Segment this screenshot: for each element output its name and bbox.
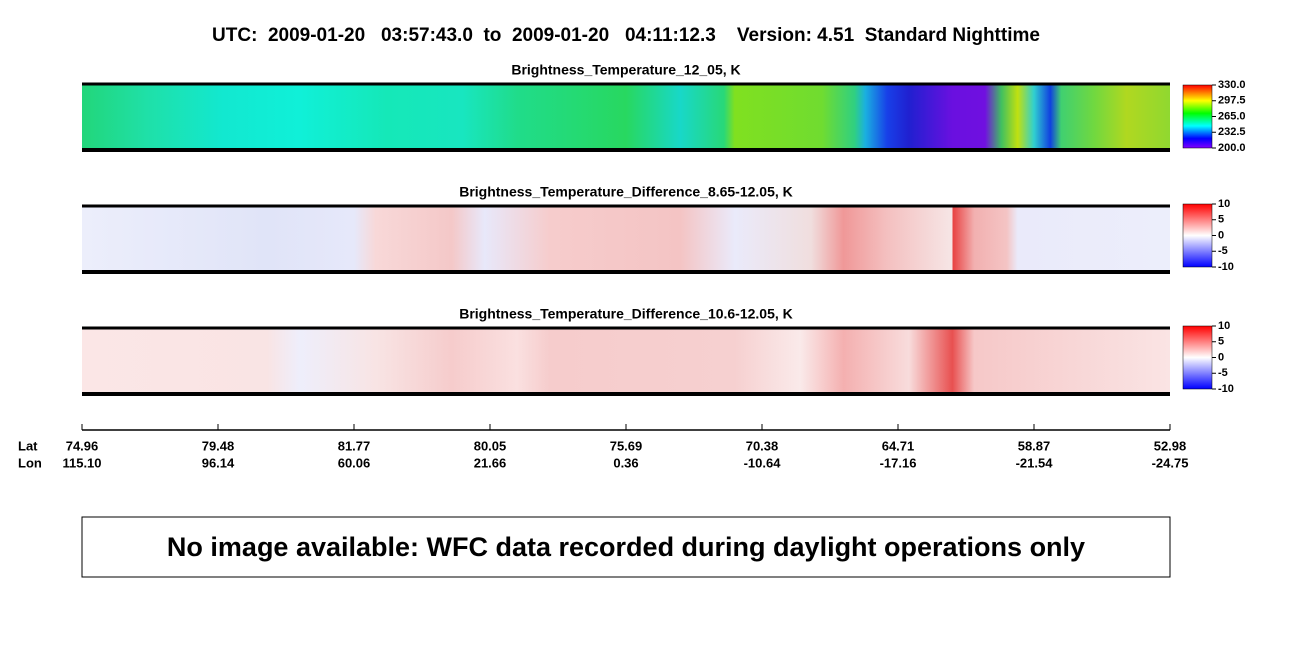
lon-tick-label: 60.06 — [338, 455, 371, 470]
lat-tick-label: 81.77 — [338, 438, 371, 453]
lon-tick-label: -17.16 — [880, 455, 917, 470]
colorbar-tick-label: -10 — [1218, 261, 1234, 273]
lon-tick-label: 115.10 — [62, 455, 101, 470]
image-strip — [82, 84, 1170, 150]
colorbar-tick-label: 5 — [1218, 336, 1224, 348]
page-title: UTC: 2009-01-20 03:57:43.0 to 2009-01-20… — [212, 25, 1040, 46]
colorbar-tick-label: 200.0 — [1218, 142, 1246, 154]
image-strip — [82, 328, 1170, 394]
colorbar-tick-label: 265.0 — [1218, 110, 1246, 122]
notice-box — [81, 516, 1171, 578]
panel-title: Brightness_Temperature_12_05, K — [511, 62, 740, 78]
colorbar-tick-label: 297.5 — [1218, 95, 1246, 107]
lat-tick-label: 75.69 — [610, 438, 643, 453]
lat-tick-label: 74.96 — [66, 438, 99, 453]
lat-tick-label: 79.48 — [202, 438, 235, 453]
colorbar-tick-label: -10 — [1218, 383, 1234, 395]
lon-tick-label: -21.54 — [1016, 455, 1054, 470]
colorbar-tick-label: 0 — [1218, 229, 1224, 241]
lon-label: Lon — [18, 455, 42, 470]
lat-tick-label: 70.38 — [746, 438, 779, 453]
colorbar-tick-label: -5 — [1218, 245, 1228, 257]
colorbar — [1182, 203, 1213, 268]
lat-label: Lat — [18, 438, 38, 453]
panel-title: Brightness_Temperature_Difference_8.65-1… — [459, 184, 793, 200]
colorbar-tick-label: 232.5 — [1218, 126, 1246, 138]
colorbar-tick-label: 5 — [1218, 214, 1224, 226]
lat-tick-label: 52.98 — [1154, 438, 1187, 453]
lon-tick-label: 96.14 — [202, 455, 235, 470]
lon-tick-label: -10.64 — [744, 455, 782, 470]
colorbar-tick-label: -5 — [1218, 367, 1228, 379]
colorbar — [1182, 325, 1213, 390]
colorbar-tick-label: 0 — [1218, 351, 1224, 363]
notice: No image available: WFC data recorded du… — [167, 532, 1085, 562]
colorbar-tick-label: 330.0 — [1218, 79, 1246, 91]
image-strip — [82, 206, 1170, 272]
colorbar — [1182, 84, 1213, 149]
colorbar-tick-label: 10 — [1218, 320, 1230, 332]
lon-tick-label: 21.66 — [474, 455, 507, 470]
lon-tick-label: -24.75 — [1152, 455, 1189, 470]
lat-tick-label: 64.71 — [882, 438, 915, 453]
panel-title: Brightness_Temperature_Difference_10.6-1… — [459, 306, 793, 322]
lon-tick-label: 0.36 — [613, 455, 638, 470]
lat-tick-label: 58.87 — [1018, 438, 1051, 453]
lat-tick-label: 80.05 — [474, 438, 507, 453]
colorbar-tick-label: 10 — [1218, 198, 1230, 210]
